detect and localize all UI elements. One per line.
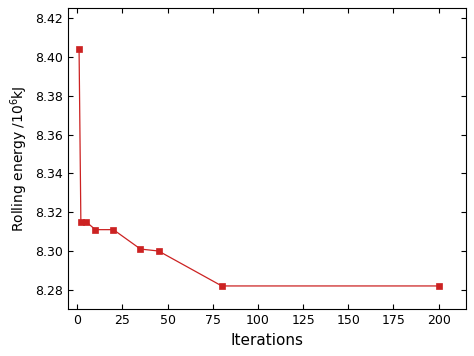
Y-axis label: Rolling energy /10$^6$kJ: Rolling energy /10$^6$kJ [9,85,30,232]
X-axis label: Iterations: Iterations [230,333,303,348]
